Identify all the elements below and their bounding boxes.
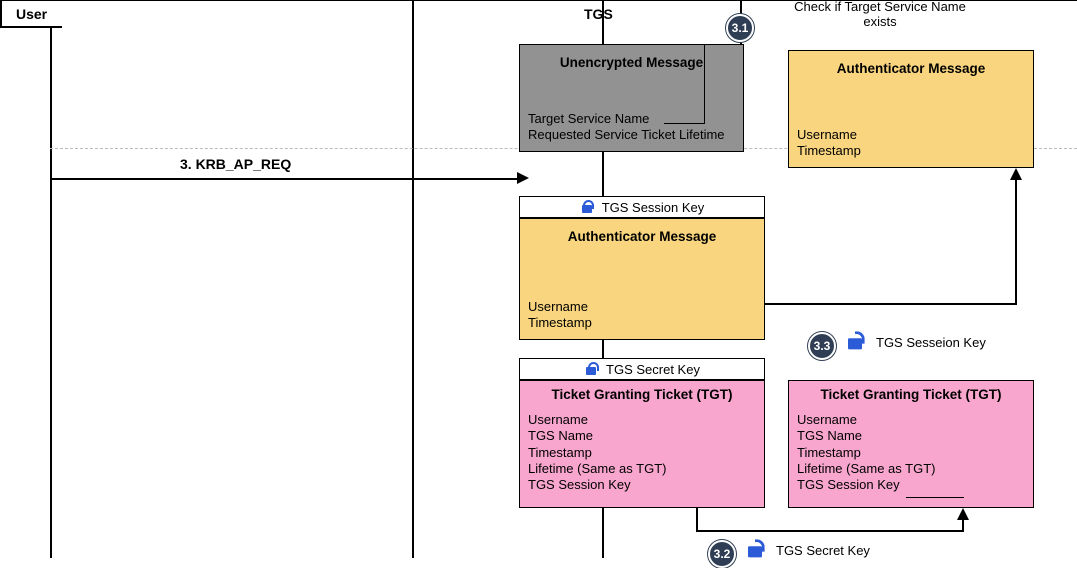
note-3-1: Check if Target Service Name exists [780,0,980,30]
box-auth-center-field-0: Username [528,299,756,315]
box-auth-right-title: Authenticator Message [789,51,1033,86]
user-header-underline [0,26,62,28]
box-auth-right: Authenticator Message Username Timestamp [788,50,1034,168]
actor-tgs-label: TGS [584,6,613,22]
box-auth-right-field-0: Username [797,127,1025,143]
badge-3-1: 3.1 [726,14,754,42]
keybar-tgs-session: TGS Session Key [519,196,765,218]
lock-icon [580,200,594,214]
keybar-tgs-secret-label: TGS Secret Key [606,362,700,377]
tgt-right-lead [906,497,964,498]
mid-lifeline [412,0,414,558]
message-arrow-head [517,172,529,184]
box-unencrypted: Unencrypted Message Target Service Name … [519,44,744,152]
box-auth-right-field-1: Timestamp [797,143,1025,159]
box-tgt-right-field-2: Timestamp [797,445,1025,461]
box-unencrypted-title: Unencrypted Message [520,45,743,80]
tgt-arrow-v2 [962,518,964,532]
user-lifeline [50,28,52,558]
tgt-arrow-v1 [696,508,698,532]
label-3-2: TGS Secret Key [776,544,870,559]
unenc-leadout-v [704,44,705,124]
tgt-arrow-head [957,508,969,520]
box-tgt-right: Ticket Granting Ticket (TGT) Username TG… [788,380,1034,508]
auth-arrow-h [765,303,1017,305]
box-tgt-left-title: Ticket Granting Ticket (TGT) [520,381,764,408]
badge-3-3: 3.3 [808,332,836,360]
box-auth-center: Authenticator Message Username Timestamp [519,218,765,340]
box-auth-center-field-1: Timestamp [528,315,756,331]
note-3-1-line2: exists [780,15,980,30]
box-tgt-right-field-1: TGS Name [797,428,1025,444]
user-header-leftborder [0,0,2,26]
box-tgt-left-field-4: TGS Session Key [528,477,756,493]
box-tgt-left: Ticket Granting Ticket (TGT) Username TG… [519,380,765,508]
tgt-arrow-h [696,530,964,532]
box-unencrypted-field-1: Requested Service Ticket Lifetime [528,127,735,143]
keybar-tgs-session-label: TGS Session Key [602,200,705,215]
actor-user-label: User [16,6,47,22]
box-auth-center-title: Authenticator Message [520,219,764,254]
unlock-icon-3-2 [745,539,765,559]
auth-arrow-head [1010,168,1022,180]
box-tgt-right-field-4: TGS Session Key [797,477,1025,493]
message-label: 3. KRB_AP_REQ [180,156,291,172]
label-3-3: TGS Sesseion Key [876,336,986,351]
box-tgt-left-field-2: Timestamp [528,445,756,461]
diagram-stage: User TGS 3. KRB_AP_REQ Check if Target S… [0,0,1077,558]
auth-arrow-v [1015,178,1017,305]
badge-3-2: 3.2 [708,540,736,568]
box-tgt-right-title: Ticket Granting Ticket (TGT) [789,381,1033,408]
note-3-1-line1: Check if Target Service Name [780,0,980,15]
box-tgt-left-field-0: Username [528,412,756,428]
keybar-tgs-secret: TGS Secret Key [519,358,765,380]
box-tgt-left-field-1: TGS Name [528,428,756,444]
message-arrow-line [51,178,519,180]
lock-icon [584,362,598,376]
box-tgt-right-field-3: Lifetime (Same as TGT) [797,461,1025,477]
box-tgt-left-field-3: Lifetime (Same as TGT) [528,461,756,477]
unenc-leadout-h [664,123,704,124]
box-tgt-right-field-0: Username [797,412,1025,428]
unlock-icon-3-3 [845,331,865,351]
